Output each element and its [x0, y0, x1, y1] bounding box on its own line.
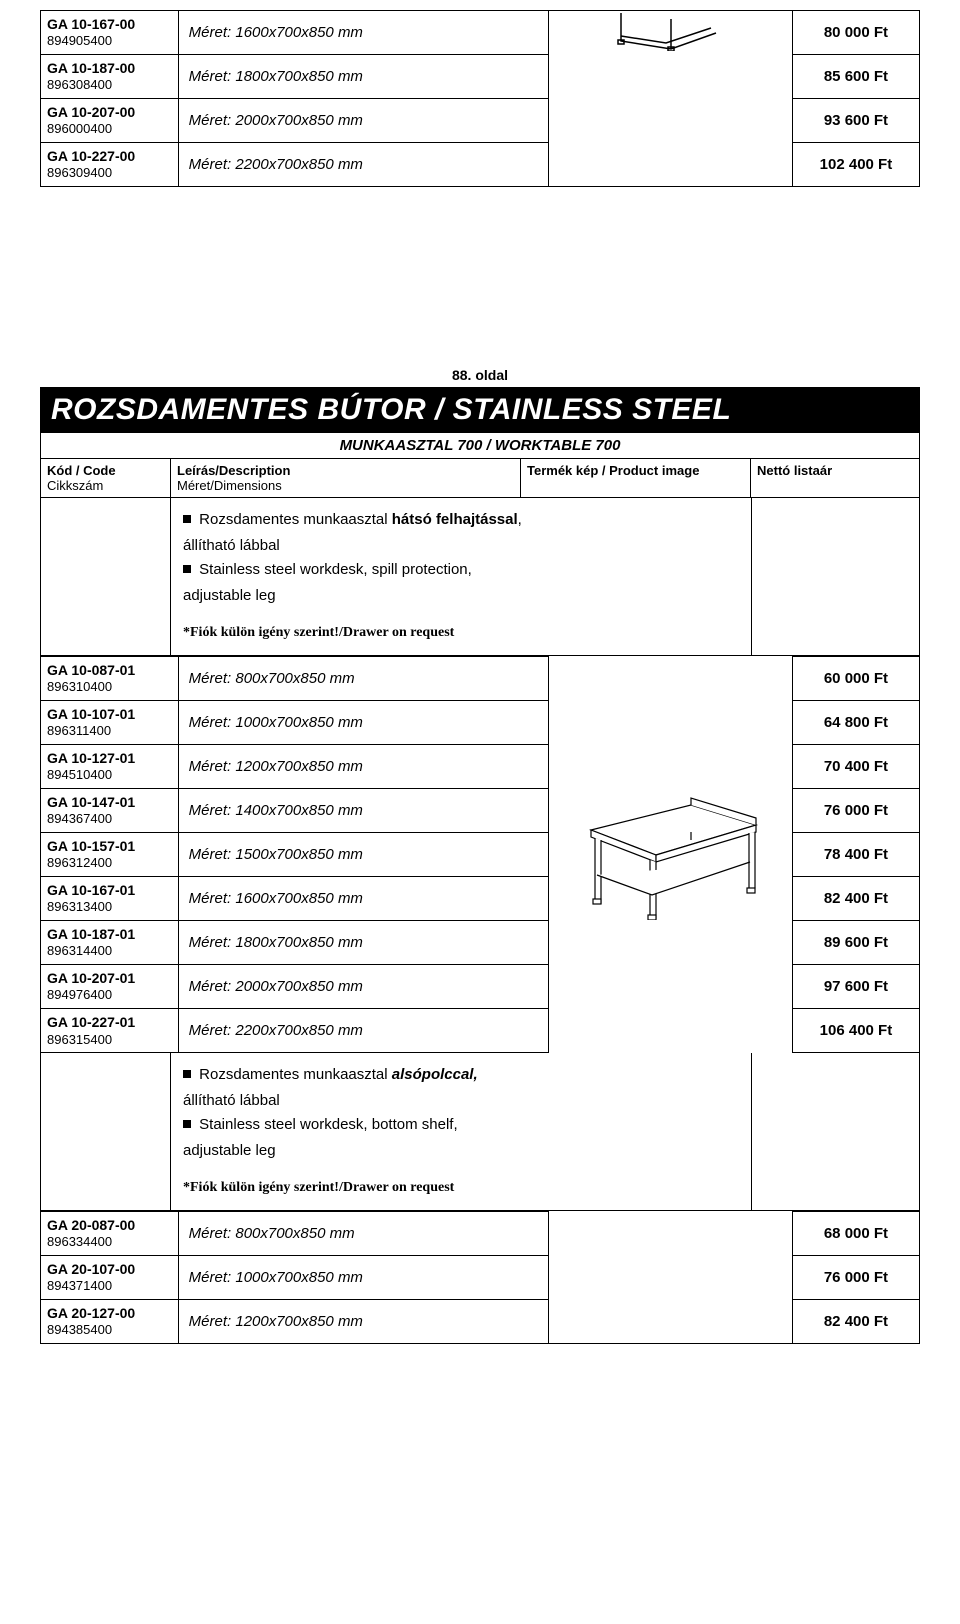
header-price: Nettó listaár: [751, 459, 871, 497]
price-cell: 97 600 Ft: [792, 965, 919, 1009]
desc-cell: Méret: 1000x700x850 mm: [178, 700, 549, 744]
price-cell: 70 400 Ft: [792, 744, 919, 788]
table-row: GA 20-087-00896334400 Méret: 800x700x850…: [41, 1211, 920, 1255]
image-cell: [549, 11, 793, 187]
desc-cell: Méret: 2200x700x850 mm: [178, 143, 549, 187]
price-cell: 80 000 Ft: [792, 11, 919, 55]
code-cell: GA 20-127-00894385400: [41, 1299, 179, 1343]
section1-description: Rozsdamentes munkaasztal hátsó felhajtás…: [40, 498, 920, 655]
desc-cell: Méret: 1500x700x850 mm: [178, 833, 549, 877]
price-cell: 82 400 Ft: [792, 1299, 919, 1343]
desc-cell: Méret: 1600x700x850 mm: [178, 877, 549, 921]
header-image: Termék kép / Product image: [521, 459, 751, 497]
price-cell: 93 600 Ft: [792, 99, 919, 143]
desc-cell: Méret: 1800x700x850 mm: [178, 921, 549, 965]
code-cell: GA 10-167-00894905400: [41, 11, 179, 55]
page-number: 88. oldal: [40, 367, 920, 383]
desc-cell: Méret: 1600x700x850 mm: [178, 11, 549, 55]
workdesk-icon: [581, 790, 761, 920]
code-cell: GA 20-087-00896334400: [41, 1211, 179, 1255]
price-cell: 68 000 Ft: [792, 1211, 919, 1255]
desc-cell: Méret: 800x700x850 mm: [178, 1211, 549, 1255]
desc-cell: Méret: 2000x700x850 mm: [178, 965, 549, 1009]
table-leg-icon: [616, 11, 726, 51]
desc-cell: Méret: 1800x700x850 mm: [178, 55, 549, 99]
code-cell: GA 20-107-00894371400: [41, 1255, 179, 1299]
desc-cell: Méret: 800x700x850 mm: [178, 656, 549, 700]
header-desc: Leírás/Description Méret/Dimensions: [171, 459, 521, 497]
code-cell: GA 10-227-01896315400: [41, 1009, 179, 1053]
top-continuation-table: GA 10-167-00894905400 Méret: 1600x700x85…: [40, 10, 920, 187]
price-cell: 64 800 Ft: [792, 700, 919, 744]
table-header-row: Kód / Code Cikkszám Leírás/Description M…: [40, 459, 920, 498]
image-cell: [549, 1211, 793, 1343]
image-cell: [549, 656, 793, 1053]
code-cell: GA 10-187-01896314400: [41, 921, 179, 965]
section2-product-table: GA 20-087-00896334400 Méret: 800x700x850…: [40, 1211, 920, 1344]
code-cell: GA 10-207-00896000400: [41, 99, 179, 143]
desc-cell: Méret: 2000x700x850 mm: [178, 99, 549, 143]
section1-product-table: GA 10-087-01896310400 Méret: 800x700x850…: [40, 656, 920, 1054]
desc-cell: Méret: 1200x700x850 mm: [178, 1299, 549, 1343]
code-cell: GA 10-207-01894976400: [41, 965, 179, 1009]
code-cell: GA 10-127-01894510400: [41, 744, 179, 788]
code-cell: GA 10-087-01896310400: [41, 656, 179, 700]
section2-description: Rozsdamentes munkaasztal alsópolccal, ál…: [40, 1053, 920, 1210]
section-subtitle: MUNKAASZTAL 700 / WORKTABLE 700: [40, 433, 920, 459]
price-cell: 78 400 Ft: [792, 833, 919, 877]
table-row: GA 10-087-01896310400 Méret: 800x700x850…: [41, 656, 920, 700]
price-cell: 76 000 Ft: [792, 1255, 919, 1299]
price-cell: 102 400 Ft: [792, 143, 919, 187]
code-cell: GA 10-147-01894367400: [41, 788, 179, 832]
price-cell: 82 400 Ft: [792, 877, 919, 921]
code-cell: GA 10-187-00896308400: [41, 55, 179, 99]
desc-cell: Méret: 1400x700x850 mm: [178, 788, 549, 832]
code-cell: GA 10-167-01896313400: [41, 877, 179, 921]
table-row: GA 10-167-00894905400 Méret: 1600x700x85…: [41, 11, 920, 55]
code-cell: GA 10-227-00896309400: [41, 143, 179, 187]
desc-cell: Méret: 2200x700x850 mm: [178, 1009, 549, 1053]
price-cell: 60 000 Ft: [792, 656, 919, 700]
price-cell: 89 600 Ft: [792, 921, 919, 965]
header-code: Kód / Code Cikkszám: [41, 459, 171, 497]
price-cell: 85 600 Ft: [792, 55, 919, 99]
desc-cell: Méret: 1200x700x850 mm: [178, 744, 549, 788]
desc-cell: Méret: 1000x700x850 mm: [178, 1255, 549, 1299]
price-cell: 76 000 Ft: [792, 788, 919, 832]
code-cell: GA 10-157-01896312400: [41, 833, 179, 877]
code-cell: GA 10-107-01896311400: [41, 700, 179, 744]
section-banner: ROZSDAMENTES BÚTOR / STAINLESS STEEL: [40, 387, 920, 433]
price-cell: 106 400 Ft: [792, 1009, 919, 1053]
